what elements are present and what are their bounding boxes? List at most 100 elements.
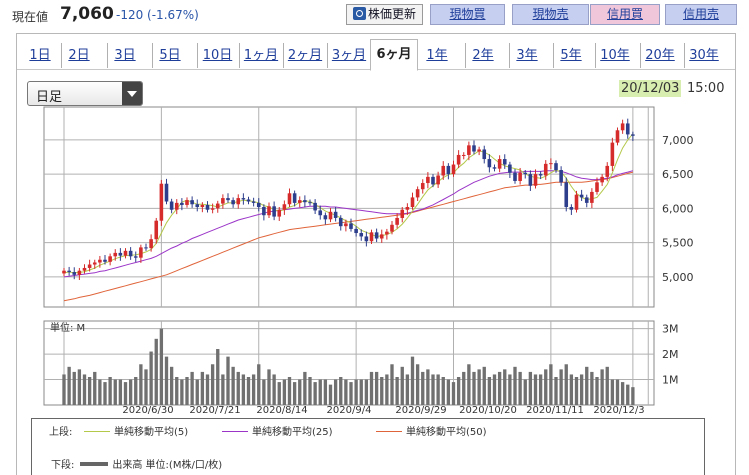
tab-1m[interactable]: 1ヶ月: [239, 43, 282, 68]
volume-bar: [328, 384, 333, 405]
legend-ma25: 単純移動平均(25): [222, 423, 333, 438]
candle-body: [431, 176, 435, 185]
candle-body: [441, 165, 446, 176]
volume-bar: [385, 374, 389, 405]
volume-bar: [579, 374, 584, 405]
volume-bar: [267, 369, 271, 405]
last-time: 15:00: [687, 81, 725, 96]
tab-20y[interactable]: 20年: [640, 43, 679, 68]
tab-10d[interactable]: 10日: [197, 43, 237, 68]
tab-3m[interactable]: 3ヶ月: [327, 43, 370, 68]
candle-body: [251, 201, 256, 203]
candle-body: [205, 204, 210, 210]
candle-body: [359, 233, 364, 237]
volume-bar: [544, 369, 548, 405]
candle-body: [226, 198, 230, 201]
candle-body: [128, 250, 133, 257]
candle-body: [482, 149, 487, 160]
candle-body: [518, 172, 522, 181]
candle-body: [631, 134, 635, 136]
volume-bar: [323, 379, 328, 405]
refresh-icon: [352, 7, 366, 20]
legend-ma25-label: 単純移動平均(25): [252, 427, 333, 438]
volume-bar: [262, 379, 266, 405]
tab-2d[interactable]: 2日: [61, 43, 96, 68]
tab-1d[interactable]: 1日: [29, 48, 51, 63]
date-tick-label: 2020/11/11: [526, 405, 584, 416]
tab-1y[interactable]: 1年: [426, 48, 448, 63]
legend-volume-swatch: [80, 462, 109, 466]
tab-10y[interactable]: 10年: [595, 43, 634, 68]
volume-bar: [354, 379, 358, 405]
volume-bar: [415, 364, 420, 405]
candle-body: [395, 217, 399, 225]
price-tick-label: 6,000: [662, 202, 694, 215]
volume-bar: [103, 382, 107, 405]
volume-bar: [195, 379, 199, 405]
volume-bar: [87, 377, 92, 405]
volume-bar: [190, 371, 194, 405]
volume-bar: [221, 374, 225, 405]
ma5-line: [63, 133, 634, 274]
margin-sell-button[interactable]: 信用売: [665, 4, 737, 25]
legend-volume-label: 出来高 単位:(M株/口/枚): [112, 460, 223, 471]
candle-body: [103, 259, 107, 262]
volume-bar: [318, 379, 322, 405]
volume-bar: [339, 377, 343, 405]
candle-body: [246, 199, 251, 202]
quote-header: 現在値 7,060 -120 (-1.67%) 株価更新 現物買 現物売 信用買…: [0, 0, 749, 30]
candle-body: [436, 175, 440, 185]
volume-bar: [605, 366, 609, 405]
tab-3y[interactable]: 3年: [509, 43, 544, 68]
candle-body: [87, 264, 92, 268]
volume-bar: [113, 379, 117, 405]
volume-bar: [82, 374, 87, 405]
refresh-quote-button[interactable]: 株価更新: [346, 4, 423, 25]
candle-body: [590, 191, 594, 203]
volume-bar: [205, 374, 210, 405]
volume-bar: [533, 374, 538, 405]
interval-select[interactable]: 日足: [27, 81, 143, 106]
volume-bar: [144, 369, 148, 405]
volume-bar: [313, 382, 317, 405]
candle-body: [374, 232, 379, 239]
candle-body: [400, 209, 405, 218]
candle-body: [600, 176, 604, 183]
candle-body: [338, 217, 343, 227]
candle-body: [605, 165, 610, 177]
ma50-line: [63, 171, 634, 302]
legend-ma50-swatch: [376, 431, 402, 432]
tab-5d[interactable]: 5日: [152, 43, 187, 68]
volume-bar: [405, 374, 410, 405]
candle-body: [472, 145, 476, 152]
tab-2m[interactable]: 2ヶ月: [283, 43, 326, 68]
candle-body: [303, 200, 307, 203]
volume-bar: [210, 364, 215, 405]
cash-buy-button[interactable]: 現物買: [430, 4, 505, 25]
volume-bar: [200, 371, 205, 405]
candle-body: [595, 182, 599, 192]
volume-bar: [390, 364, 394, 405]
volume-bar: [251, 374, 256, 405]
candle-body: [282, 204, 287, 210]
legend-ma5-label: 単純移動平均(5): [114, 427, 189, 438]
volume-bar: [374, 371, 379, 405]
candle-body: [574, 194, 579, 210]
tab-6m[interactable]: 6ヶ月: [370, 39, 418, 71]
tab-2y[interactable]: 2年: [465, 43, 500, 68]
candle-body: [133, 256, 138, 258]
tab-3d[interactable]: 3日: [107, 43, 142, 68]
tab-30y[interactable]: 30年: [684, 43, 723, 68]
volume-bar: [246, 377, 251, 405]
volume-bars: [62, 328, 635, 405]
volume-bar: [472, 371, 476, 405]
candle-body: [72, 272, 77, 275]
price-tick-label: 6,500: [662, 168, 694, 181]
volume-bar: [333, 379, 338, 405]
cash-sell-button[interactable]: 現物売: [512, 4, 589, 25]
candle-body: [272, 206, 276, 217]
tab-5y[interactable]: 5年: [553, 43, 588, 68]
volume-bar: [282, 379, 287, 405]
margin-buy-button[interactable]: 信用買: [590, 4, 660, 25]
volume-bar: [620, 382, 625, 405]
